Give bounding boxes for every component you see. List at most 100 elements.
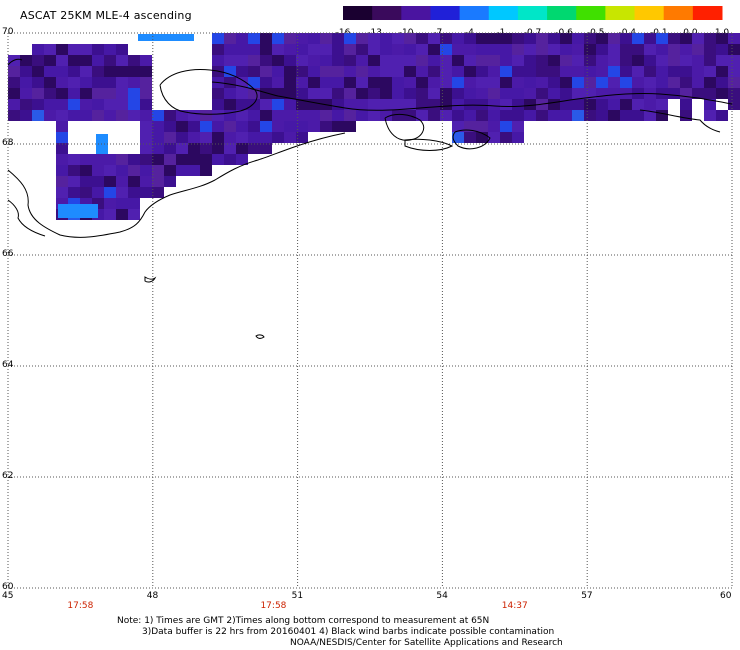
wind-cell xyxy=(188,121,200,132)
wind-cell xyxy=(80,55,92,66)
latitude-tick-label: 70 xyxy=(2,27,14,37)
wind-cell xyxy=(356,99,368,110)
wind-cell xyxy=(20,77,32,88)
wind-cell xyxy=(560,44,572,55)
wind-cell xyxy=(80,154,92,165)
wind-cell xyxy=(476,110,488,121)
wind-cell xyxy=(332,110,344,121)
wind-cell xyxy=(68,66,80,77)
wind-cell xyxy=(404,66,416,77)
wind-cell xyxy=(260,121,272,132)
wind-cell xyxy=(404,88,416,99)
wind-cell xyxy=(536,66,548,77)
wind-cell xyxy=(512,88,524,99)
wind-cell xyxy=(380,66,392,77)
latitude-tick-label: 64 xyxy=(2,360,14,370)
wind-cell xyxy=(356,33,368,44)
wind-cell xyxy=(392,44,404,55)
wind-cell xyxy=(692,77,704,88)
wind-cell xyxy=(728,99,740,110)
wind-cell xyxy=(248,143,260,154)
wind-cell xyxy=(476,77,488,88)
wind-cell xyxy=(260,143,272,154)
longitude-tick-label: 48 xyxy=(146,591,159,601)
wind-cell xyxy=(344,55,356,66)
wind-cell xyxy=(680,110,692,121)
wind-cell xyxy=(620,55,632,66)
wind-cell xyxy=(116,55,128,66)
wind-cell xyxy=(92,198,104,209)
wind-cell xyxy=(236,66,248,77)
wind-cell xyxy=(512,99,524,110)
coastline-small-3 xyxy=(7,58,23,66)
wind-cell xyxy=(440,88,452,99)
wind-cell xyxy=(8,77,20,88)
wind-cell xyxy=(68,99,80,110)
wind-cell xyxy=(356,88,368,99)
wind-cell xyxy=(572,66,584,77)
wind-cell xyxy=(68,154,80,165)
wind-cell xyxy=(380,99,392,110)
wind-cell xyxy=(128,88,140,99)
wind-cell xyxy=(236,33,248,44)
wind-cell xyxy=(152,187,164,198)
wind-cell xyxy=(140,132,152,143)
wind-cell xyxy=(476,66,488,77)
wind-cell xyxy=(416,110,428,121)
wind-cell xyxy=(32,110,44,121)
wind-cell xyxy=(488,77,500,88)
wind-cell xyxy=(344,33,356,44)
colorbar-swatch xyxy=(401,6,431,20)
wind-cell xyxy=(548,99,560,110)
wind-cell xyxy=(212,33,224,44)
wind-cell xyxy=(224,154,236,165)
wind-cell xyxy=(452,88,464,99)
wind-cell xyxy=(536,88,548,99)
wind-cell xyxy=(704,66,716,77)
wind-cell xyxy=(200,143,212,154)
wind-cell xyxy=(176,165,188,176)
colorbar-swatch xyxy=(634,6,665,20)
wind-cell xyxy=(488,110,500,121)
wind-cell xyxy=(212,99,224,110)
note-line-1: Note: 1) Times are GMT 2)Times along bot… xyxy=(117,616,490,626)
wind-cell xyxy=(224,66,236,77)
note-line-2: 3)Data buffer is 22 hrs from 20160401 4)… xyxy=(142,627,555,637)
wind-cell xyxy=(680,66,692,77)
wind-cell xyxy=(632,77,644,88)
wind-cell xyxy=(440,66,452,77)
wind-cell xyxy=(548,66,560,77)
wind-cell xyxy=(368,77,380,88)
wind-cell xyxy=(212,143,224,154)
wind-cell xyxy=(596,77,608,88)
wind-cell xyxy=(632,44,644,55)
wind-cell xyxy=(44,66,56,77)
wind-cell xyxy=(272,55,284,66)
wind-cell xyxy=(500,77,512,88)
note-line-3: NOAA/NESDIS/Center for Satellite Applica… xyxy=(290,638,563,648)
wind-cell xyxy=(500,121,512,132)
colorbar-swatch xyxy=(547,6,577,20)
map-title: ASCAT 25KM MLE-4 ascending xyxy=(20,9,192,22)
wind-cell xyxy=(728,66,740,77)
wind-cell xyxy=(236,143,248,154)
wind-cell xyxy=(428,33,440,44)
wind-cell xyxy=(56,77,68,88)
wind-cell xyxy=(152,132,164,143)
wind-cell xyxy=(308,55,320,66)
wind-cell xyxy=(452,66,464,77)
wind-cell xyxy=(56,198,68,209)
wind-cell xyxy=(524,110,536,121)
wind-cell xyxy=(404,55,416,66)
wind-cell xyxy=(608,99,620,110)
wind-cell xyxy=(80,110,92,121)
wind-cell xyxy=(632,66,644,77)
wind-cell xyxy=(92,88,104,99)
wind-cell xyxy=(488,121,500,132)
wind-cell xyxy=(404,33,416,44)
wind-cell xyxy=(476,121,488,132)
colorbar-swatch xyxy=(663,6,694,20)
wind-cell xyxy=(320,33,332,44)
plot-frame xyxy=(8,33,732,588)
wind-cell xyxy=(284,66,296,77)
